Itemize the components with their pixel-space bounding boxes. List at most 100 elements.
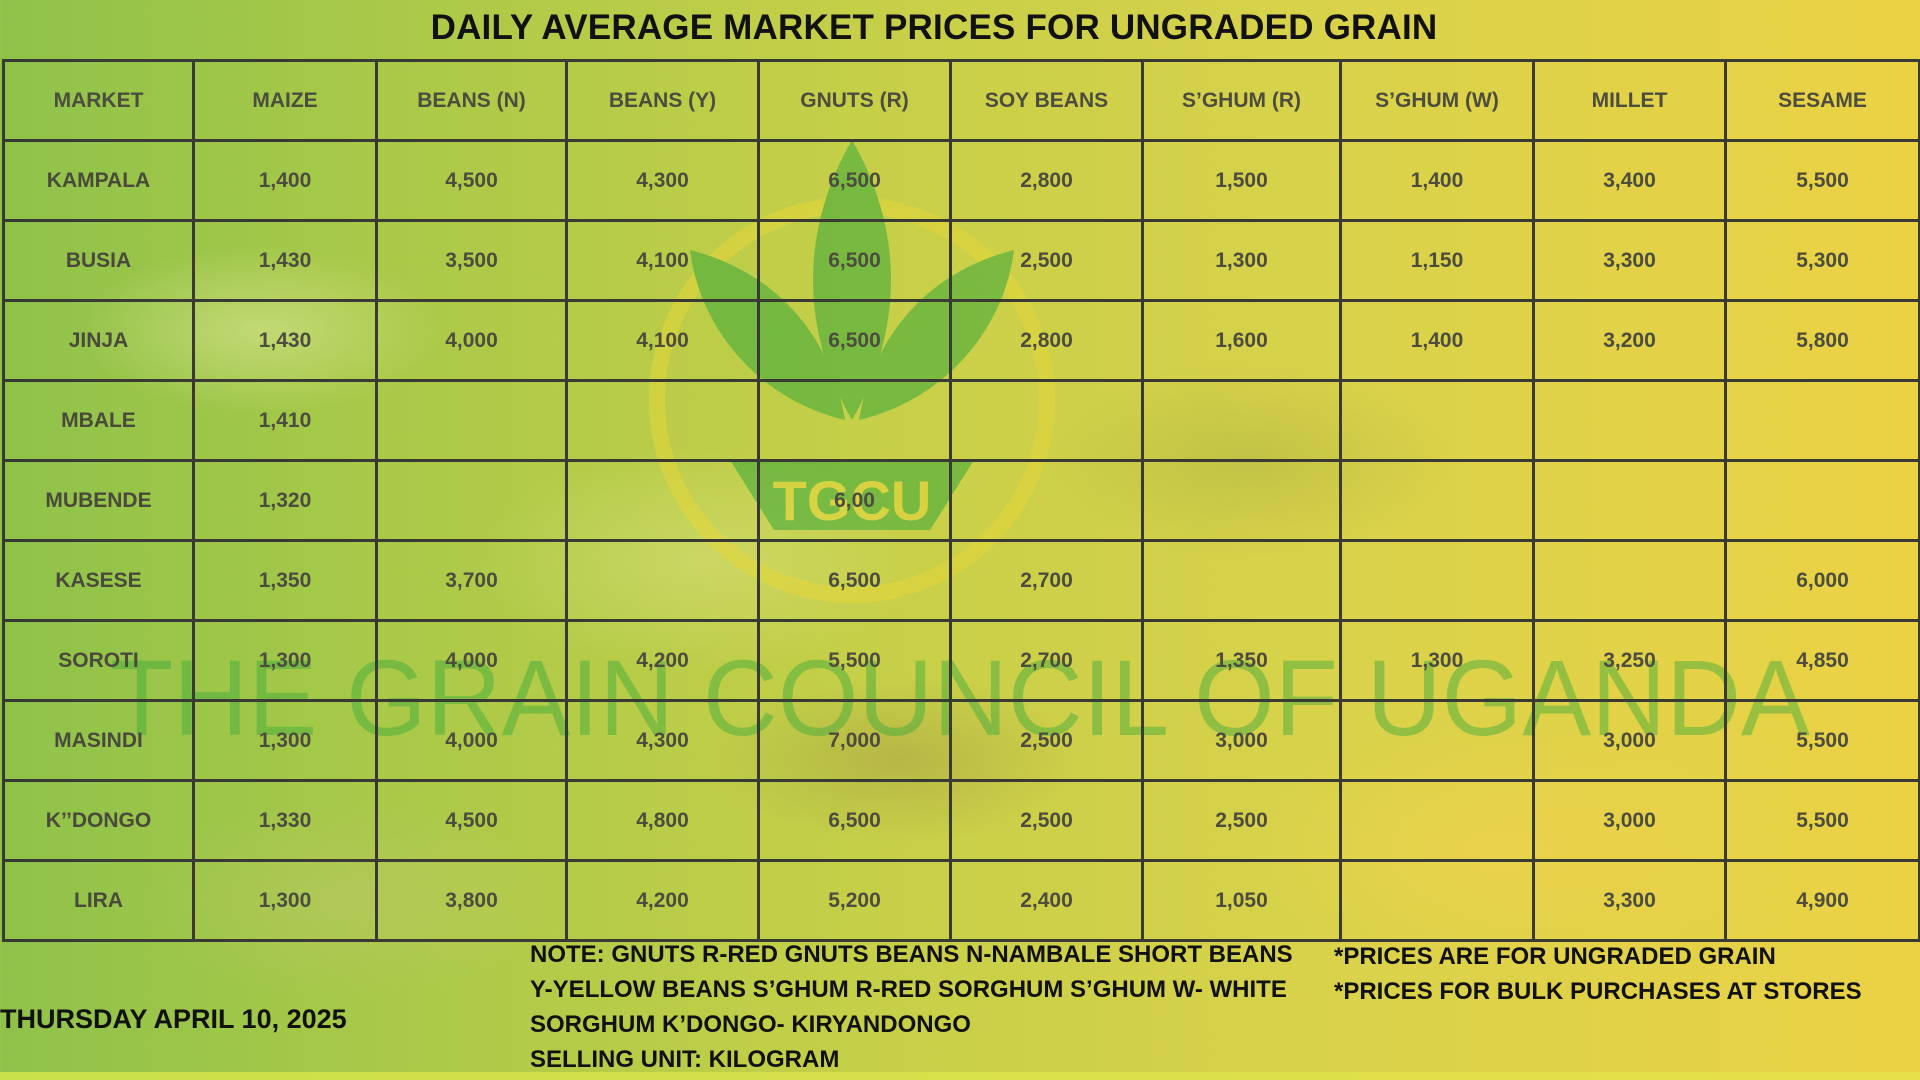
- price-cell: 1,050: [1141, 859, 1342, 942]
- price-cell: [1532, 379, 1727, 462]
- price-cell: 3,300: [1532, 859, 1727, 942]
- price-cell: [949, 379, 1144, 462]
- price-cell: 5,200: [757, 859, 952, 942]
- price-cell: 7,000: [757, 699, 952, 782]
- price-cell: 1,600: [1141, 299, 1342, 382]
- price-cell: 3,000: [1141, 699, 1342, 782]
- price-cell: 6,500: [757, 139, 952, 222]
- price-cell: 2,800: [949, 299, 1144, 382]
- price-cell: 6,00: [757, 459, 952, 542]
- price-cell: 2,700: [949, 539, 1144, 622]
- price-cell: 6,000: [1724, 539, 1920, 622]
- price-cell: 1,300: [192, 699, 378, 782]
- price-cell: [375, 459, 568, 542]
- market-name-cell: KAMPALA: [2, 139, 195, 222]
- price-cell: 6,500: [757, 299, 952, 382]
- table-row: JINJA 1,430 4,000 4,100 6,500 2,800 1,60…: [2, 299, 1920, 382]
- price-cell: 2,500: [949, 779, 1144, 862]
- price-cell: [1339, 379, 1535, 462]
- price-cell: 2,500: [949, 699, 1144, 782]
- price-cell: 5,500: [1724, 699, 1920, 782]
- price-cell: 3,400: [1532, 139, 1727, 222]
- market-name-cell: LIRA: [2, 859, 195, 942]
- table-row: KASESE 1,350 3,700 6,500 2,700 6,000: [2, 539, 1920, 622]
- market-name-cell: BUSIA: [2, 219, 195, 302]
- disclaimer-line: *PRICES FOR BULK PURCHASES AT STORES: [1334, 978, 1862, 1005]
- price-cell: 1,410: [192, 379, 378, 462]
- price-cell: 2,500: [949, 219, 1144, 302]
- price-cell: 4,500: [375, 779, 568, 862]
- disclaimer-line: *PRICES ARE FOR UNGRADED GRAIN: [1334, 943, 1776, 970]
- note-line: NOTE: GNUTS R-RED GNUTS BEANS N-NAMBALE …: [530, 941, 1293, 968]
- price-cell: 4,000: [375, 299, 568, 382]
- price-cell: 1,300: [1339, 619, 1535, 702]
- column-header: SESAME: [1724, 59, 1920, 142]
- price-cell: 1,400: [192, 139, 378, 222]
- price-cell: 1,350: [192, 539, 378, 622]
- price-cell: 1,500: [1141, 139, 1342, 222]
- price-cell: 1,400: [1339, 139, 1535, 222]
- price-cell: [1532, 539, 1727, 622]
- bottom-accent-strip: [0, 1072, 1920, 1080]
- column-header: MAIZE: [192, 59, 378, 142]
- table-row: SOROTI 1,300 4,000 4,200 5,500 2,700 1,3…: [2, 619, 1920, 702]
- price-cell: 1,400: [1339, 299, 1535, 382]
- price-cell: [1339, 859, 1535, 942]
- price-cell: 2,500: [1141, 779, 1342, 862]
- column-header: GNUTS (R): [757, 59, 952, 142]
- price-cell: 1,430: [192, 219, 378, 302]
- price-cell: [1724, 379, 1920, 462]
- price-cell: [1141, 379, 1342, 462]
- column-header: MILLET: [1532, 59, 1727, 142]
- price-disclaimer: *PRICES ARE FOR UNGRADED GRAIN *PRICES F…: [1334, 939, 1862, 1009]
- page-title: DAILY AVERAGE MARKET PRICES FOR UNGRADED…: [430, 8, 1438, 47]
- price-cell: [1141, 539, 1342, 622]
- price-cell: 4,300: [565, 139, 760, 222]
- price-cell: 5,500: [1724, 139, 1920, 222]
- price-cell: 3,000: [1532, 699, 1727, 782]
- table-row: MBALE 1,410: [2, 379, 1920, 462]
- price-cell: 4,800: [565, 779, 760, 862]
- market-name-cell: MBALE: [2, 379, 195, 462]
- market-name-cell: KASESE: [2, 539, 195, 622]
- price-cell: [757, 379, 952, 462]
- table-row: KAMPALA 1,400 4,500 4,300 6,500 2,800 1,…: [2, 139, 1920, 222]
- market-name-cell: MUBENDE: [2, 459, 195, 542]
- price-cell: 2,800: [949, 139, 1144, 222]
- price-cell: 1,150: [1339, 219, 1535, 302]
- column-header: SOY BEANS: [949, 59, 1144, 142]
- price-cell: [565, 379, 760, 462]
- table-row: MASINDI 1,300 4,000 4,300 7,000 2,500 3,…: [2, 699, 1920, 782]
- price-table: MARKET MAIZE BEANS (N) BEANS (Y) GNUTS (…: [2, 59, 1920, 942]
- column-header: BEANS (Y): [565, 59, 760, 142]
- column-header: MARKET: [2, 59, 195, 142]
- column-header: S’GHUM (R): [1141, 59, 1342, 142]
- price-cell: 1,330: [192, 779, 378, 862]
- table-row: BUSIA 1,430 3,500 4,100 6,500 2,500 1,30…: [2, 219, 1920, 302]
- price-cell: 1,300: [192, 859, 378, 942]
- price-cell: [1339, 459, 1535, 542]
- price-cell: [375, 379, 568, 462]
- abbreviation-note: NOTE: GNUTS R-RED GNUTS BEANS N-NAMBALE …: [530, 937, 1320, 1077]
- price-cell: 3,300: [1532, 219, 1727, 302]
- price-cell: 1,300: [1141, 219, 1342, 302]
- column-header: S’GHUM (W): [1339, 59, 1535, 142]
- price-cell: [565, 539, 760, 622]
- price-cell: 3,250: [1532, 619, 1727, 702]
- price-cell: 1,350: [1141, 619, 1342, 702]
- report-date: THURSDAY APRIL 10, 2025: [0, 1004, 347, 1034]
- price-cell: 3,500: [375, 219, 568, 302]
- price-cell: 5,500: [757, 619, 952, 702]
- price-cell: 3,200: [1532, 299, 1727, 382]
- price-cell: 4,000: [375, 699, 568, 782]
- market-name-cell: SOROTI: [2, 619, 195, 702]
- price-cell: 4,900: [1724, 859, 1920, 942]
- table-row: LIRA 1,300 3,800 4,200 5,200 2,400 1,050…: [2, 859, 1920, 942]
- price-cell: [949, 459, 1144, 542]
- price-cell: 1,300: [192, 619, 378, 702]
- price-cell: 2,700: [949, 619, 1144, 702]
- price-cell: 5,300: [1724, 219, 1920, 302]
- note-line: SORGHUM K’DONGO- KIRYANDONGO: [530, 1011, 971, 1038]
- price-cell: [1339, 779, 1535, 862]
- price-cell: 4,100: [565, 219, 760, 302]
